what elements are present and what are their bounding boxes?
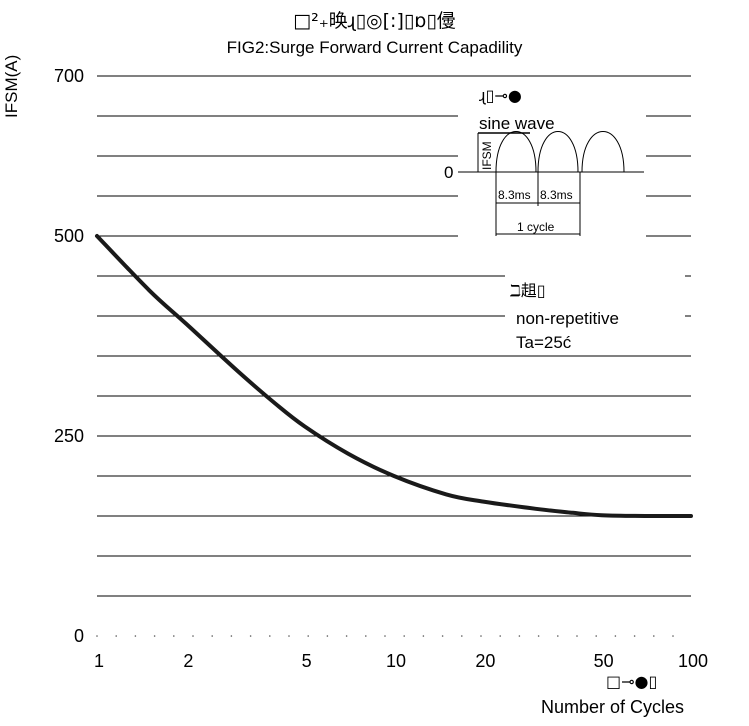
baseline-dot <box>288 635 290 637</box>
sine-wave-inset: ɻ▯⊸● sine wave IFSM 0 8.3ms 8.3ms 1 cycl… <box>444 86 646 238</box>
inset-sine-wave-label: sine wave <box>479 114 555 133</box>
baseline-dot <box>422 635 425 637</box>
chart-title-cjk: □²₊㬇ɻ▯◎[:]▯ɒ▯㑴 <box>293 10 456 32</box>
baseline-dot <box>576 635 578 637</box>
baseline-dot <box>537 635 540 637</box>
series-layer <box>95 234 693 519</box>
baseline-dot <box>557 635 559 637</box>
baseline-dot <box>211 635 213 637</box>
baseline-dot <box>365 635 367 637</box>
inset-cjk-label: ɻ▯⊸● <box>479 86 522 105</box>
y-tick-label: 250 <box>54 426 84 446</box>
x-tick-labels: 1 2 5 10 20 50 100 <box>94 651 708 671</box>
y-tick-labels: 0 250 500 700 <box>54 66 84 646</box>
bottom-dotted-baseline <box>96 635 674 637</box>
baseline-dot <box>115 635 117 637</box>
baseline-dot <box>653 635 655 637</box>
x-tick-label: 1 <box>94 651 104 671</box>
baseline-dot <box>672 635 674 637</box>
conditions-cjk-label: ℶ趄▯ <box>510 281 546 300</box>
x-tick-label: 50 <box>594 651 614 671</box>
sine-half-wave-2 <box>537 131 579 173</box>
baseline-dot <box>595 635 597 637</box>
x-tick-label: 5 <box>302 651 312 671</box>
conditions-background <box>505 274 685 354</box>
inset-background <box>458 86 646 238</box>
inset-ifsm-label: IFSM <box>480 141 494 170</box>
baseline-dot <box>518 635 521 637</box>
baseline-dot <box>345 635 348 637</box>
baseline-dot <box>153 635 156 637</box>
baseline-dot <box>499 635 502 637</box>
baseline-dot <box>192 635 194 637</box>
baseline-dot <box>403 635 406 637</box>
sine-half-wave-3 <box>581 131 625 173</box>
baseline-dot <box>441 635 444 637</box>
baseline-dot <box>614 635 617 637</box>
baseline-dot <box>173 635 175 637</box>
baseline-dot <box>269 635 271 637</box>
chart-title: FIG2:Surge Forward Current Capadility <box>226 38 523 57</box>
baseline-dot <box>461 635 463 637</box>
y-tick-label: 0 <box>74 626 84 646</box>
baseline-dot <box>633 635 636 637</box>
x-tick-label: 100 <box>678 651 708 671</box>
baseline-dot <box>134 635 137 637</box>
inset-period-1-label: 8.3ms <box>498 188 531 202</box>
baseline-dot <box>230 635 233 637</box>
conditions-line-2: Ta=25ć <box>516 333 572 352</box>
x-tick-label: 10 <box>386 651 406 671</box>
inset-cycle-label: 1 cycle <box>517 220 555 234</box>
baseline-dot <box>96 635 98 637</box>
inset-zero-label: 0 <box>444 163 453 182</box>
x-axis-label: Number of Cycles <box>541 697 685 717</box>
baseline-dot <box>249 635 252 637</box>
baseline-dot <box>384 635 386 637</box>
baseline-dot <box>326 635 329 637</box>
x-tick-label: 20 <box>475 651 495 671</box>
baseline-dot <box>480 635 482 637</box>
conditions-annotation: ℶ趄▯ non-repetitive Ta=25ć <box>505 274 685 354</box>
baseline-dot <box>307 635 310 637</box>
sine-half-wave-1 <box>495 131 537 173</box>
x-axis-label-cjk: □⊸●▯ <box>606 672 658 691</box>
inset-period-2-label: 8.3ms <box>540 188 573 202</box>
conditions-line-1: non-repetitive <box>516 309 619 328</box>
y-tick-label: 700 <box>54 66 84 86</box>
y-tick-label: 500 <box>54 226 84 246</box>
x-tick-label: 2 <box>183 651 193 671</box>
